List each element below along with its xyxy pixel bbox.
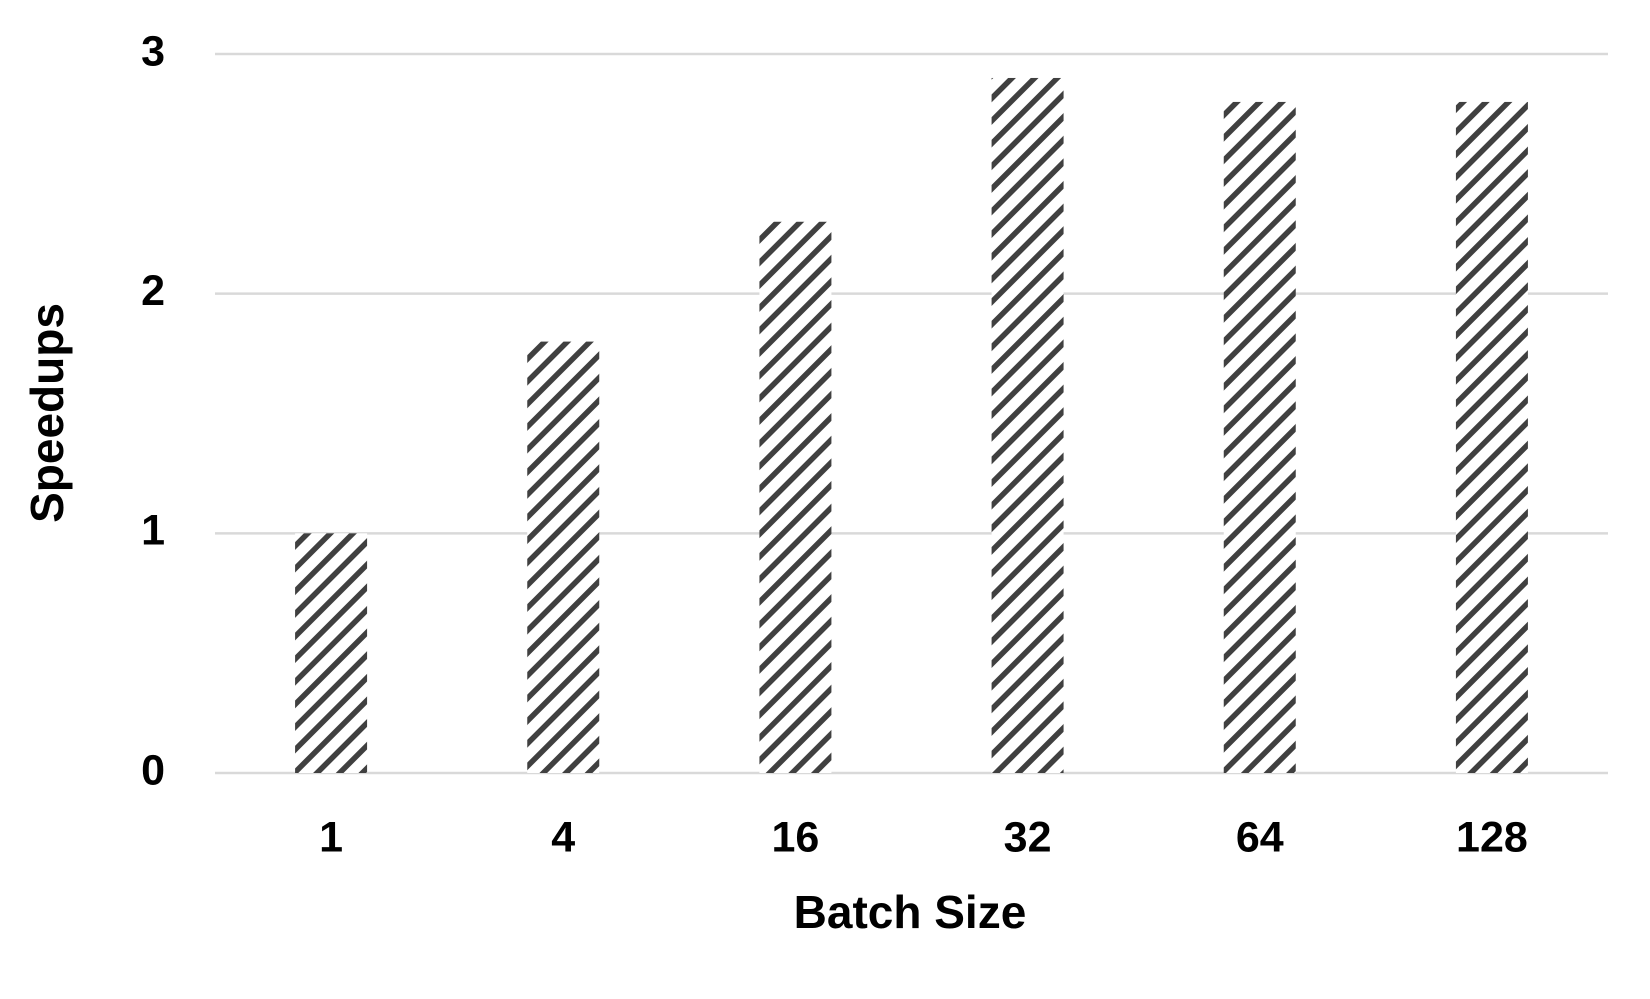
bar (1223, 101, 1296, 773)
bar (527, 341, 600, 773)
y-tick-label: 3 (141, 27, 165, 75)
bar (759, 221, 832, 773)
y-tick-label: 1 (141, 507, 165, 555)
x-tick-label: 64 (1236, 813, 1284, 861)
x-tick-label: 4 (551, 813, 575, 861)
x-tick-label: 32 (1004, 813, 1052, 861)
x-tick-label: 16 (771, 813, 819, 861)
y-tick-label: 2 (141, 267, 165, 315)
y-axis-title: Speedups (21, 303, 73, 523)
x-tick-label: 1 (319, 813, 343, 861)
bar (1455, 101, 1528, 773)
bar (991, 77, 1064, 773)
x-axis-title: Batch Size (794, 886, 1027, 938)
y-tick-label: 0 (141, 746, 165, 794)
bar (295, 533, 368, 773)
x-tick-label: 128 (1456, 813, 1528, 861)
